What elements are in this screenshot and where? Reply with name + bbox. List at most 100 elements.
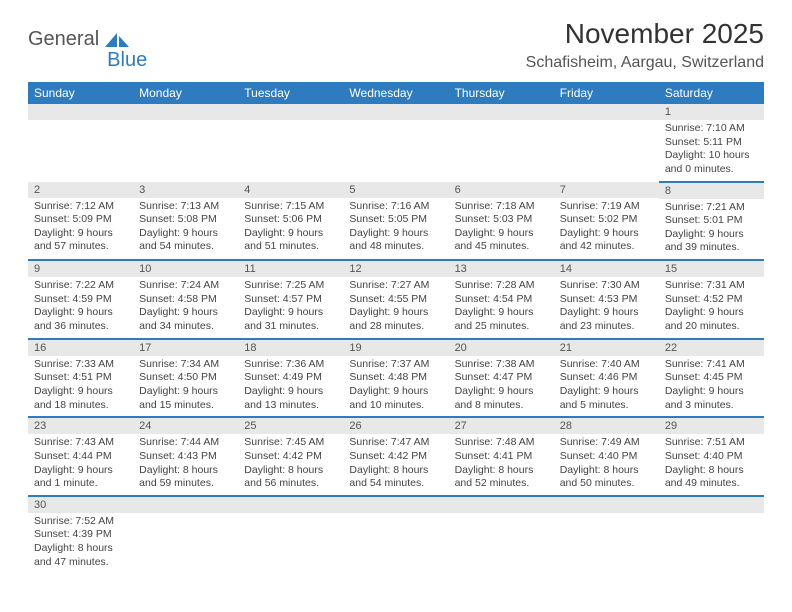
sunset-line: Sunset: 4:42 PM xyxy=(244,450,337,464)
day-detail: Sunrise: 7:45 AMSunset: 4:42 PMDaylight:… xyxy=(238,434,343,495)
day-number: 8 xyxy=(659,183,764,199)
calendar-day-cell: 1 Sunrise: 7:10 AMSunset: 5:11 PMDaylight… xyxy=(659,104,764,182)
day-number: 26 xyxy=(343,418,448,434)
month-title: November 2025 xyxy=(526,18,764,50)
calendar-day-cell: 2Sunrise: 7:12 AMSunset: 5:09 PMDaylight… xyxy=(28,182,133,261)
day-number: 18 xyxy=(238,340,343,356)
sunset-line: Sunset: 5:09 PM xyxy=(34,213,127,227)
sunset-line: Sunset: 5:08 PM xyxy=(139,213,232,227)
sunset-line: Sunset: 4:42 PM xyxy=(349,450,442,464)
sunset-line: Sunset: 4:43 PM xyxy=(139,450,232,464)
sunrise-line: Sunrise: 7:47 AM xyxy=(349,436,442,450)
daylight-line: Daylight: 9 hours and 57 minutes. xyxy=(34,227,127,254)
day-detail xyxy=(238,120,343,170)
day-detail: Sunrise: 7:37 AMSunset: 4:48 PMDaylight:… xyxy=(343,356,448,417)
day-number: 5 xyxy=(343,182,448,198)
sunset-line: Sunset: 4:50 PM xyxy=(139,371,232,385)
daylight-line: Daylight: 8 hours and 50 minutes. xyxy=(560,464,653,491)
day-detail: Sunrise: 7:31 AMSunset: 4:52 PMDaylight:… xyxy=(659,277,764,338)
daylight-line: Daylight: 9 hours and 48 minutes. xyxy=(349,227,442,254)
sunset-line: Sunset: 5:11 PM xyxy=(665,136,758,150)
daylight-line: Daylight: 9 hours and 34 minutes. xyxy=(139,306,232,333)
sunset-line: Sunset: 5:01 PM xyxy=(665,214,758,228)
calendar-day-cell: 28Sunrise: 7:49 AMSunset: 4:40 PMDayligh… xyxy=(554,417,659,496)
calendar-day-cell: 21Sunrise: 7:40 AMSunset: 4:46 PMDayligh… xyxy=(554,339,659,418)
day-detail: Sunrise: 7:18 AMSunset: 5:03 PMDaylight:… xyxy=(449,198,554,259)
day-number: 13 xyxy=(449,261,554,277)
day-detail: Sunrise: 7:33 AMSunset: 4:51 PMDaylight:… xyxy=(28,356,133,417)
calendar-day-cell: 27Sunrise: 7:48 AMSunset: 4:41 PMDayligh… xyxy=(449,417,554,496)
calendar-day-cell: 8Sunrise: 7:21 AMSunset: 5:01 PMDaylight… xyxy=(659,182,764,261)
day-number: 20 xyxy=(449,340,554,356)
calendar-empty-cell xyxy=(238,496,343,574)
day-detail: Sunrise: 7:12 AMSunset: 5:09 PMDaylight:… xyxy=(28,198,133,259)
day-number: 21 xyxy=(554,340,659,356)
daylight-line: Daylight: 9 hours and 25 minutes. xyxy=(455,306,548,333)
sunset-line: Sunset: 4:39 PM xyxy=(34,528,127,542)
calendar-day-cell: 20Sunrise: 7:38 AMSunset: 4:47 PMDayligh… xyxy=(449,339,554,418)
sunset-line: Sunset: 4:54 PM xyxy=(455,293,548,307)
calendar-week-row: 16Sunrise: 7:33 AMSunset: 4:51 PMDayligh… xyxy=(28,339,764,418)
logo: General Blue xyxy=(28,18,147,61)
calendar-week-row: 9Sunrise: 7:22 AMSunset: 4:59 PMDaylight… xyxy=(28,260,764,339)
sunrise-line: Sunrise: 7:37 AM xyxy=(349,358,442,372)
day-number: 1 xyxy=(659,104,764,120)
sunset-line: Sunset: 4:44 PM xyxy=(34,450,127,464)
daylight-line: Daylight: 9 hours and 31 minutes. xyxy=(244,306,337,333)
sunrise-line: Sunrise: 7:12 AM xyxy=(34,200,127,214)
calendar-day-cell: 19Sunrise: 7:37 AMSunset: 4:48 PMDayligh… xyxy=(343,339,448,418)
day-number: 2 xyxy=(28,182,133,198)
day-detail: Sunrise: 7:51 AMSunset: 4:40 PMDaylight:… xyxy=(659,434,764,495)
calendar-empty-cell xyxy=(238,104,343,182)
weekday-header: Wednesday xyxy=(343,82,448,104)
calendar-empty-cell xyxy=(133,104,238,182)
sunrise-line: Sunrise: 7:48 AM xyxy=(455,436,548,450)
daylight-line: Daylight: 9 hours and 13 minutes. xyxy=(244,385,337,412)
daylight-line: Daylight: 8 hours and 49 minutes. xyxy=(665,464,758,491)
logo-text-blue: Blue xyxy=(107,49,147,72)
daylight-line: Daylight: 10 hours and 0 minutes. xyxy=(665,149,758,176)
calendar-empty-cell xyxy=(343,104,448,182)
calendar-week-row: 2Sunrise: 7:12 AMSunset: 5:09 PMDaylight… xyxy=(28,182,764,261)
sunrise-line: Sunrise: 7:36 AM xyxy=(244,358,337,372)
day-number: 28 xyxy=(554,418,659,434)
sunrise-line: Sunrise: 7:10 AM xyxy=(665,122,758,136)
sunset-line: Sunset: 4:45 PM xyxy=(665,371,758,385)
calendar-empty-cell xyxy=(659,496,764,574)
day-number xyxy=(449,104,554,120)
sunrise-line: Sunrise: 7:28 AM xyxy=(455,279,548,293)
day-detail xyxy=(238,513,343,563)
daylight-line: Daylight: 9 hours and 28 minutes. xyxy=(349,306,442,333)
day-detail: Sunrise: 7:52 AMSunset: 4:39 PMDaylight:… xyxy=(28,513,133,574)
weekday-header: Monday xyxy=(133,82,238,104)
calendar-empty-cell xyxy=(449,104,554,182)
day-detail: Sunrise: 7:30 AMSunset: 4:53 PMDaylight:… xyxy=(554,277,659,338)
day-number: 10 xyxy=(133,261,238,277)
calendar-day-cell: 18Sunrise: 7:36 AMSunset: 4:49 PMDayligh… xyxy=(238,339,343,418)
sunrise-line: Sunrise: 7:22 AM xyxy=(34,279,127,293)
daylight-line: Daylight: 9 hours and 45 minutes. xyxy=(455,227,548,254)
sunset-line: Sunset: 4:59 PM xyxy=(34,293,127,307)
calendar-day-cell: 10Sunrise: 7:24 AMSunset: 4:58 PMDayligh… xyxy=(133,260,238,339)
day-detail: Sunrise: 7:22 AMSunset: 4:59 PMDaylight:… xyxy=(28,277,133,338)
day-number: 9 xyxy=(28,261,133,277)
day-detail: Sunrise: 7:28 AMSunset: 4:54 PMDaylight:… xyxy=(449,277,554,338)
calendar-empty-cell xyxy=(554,496,659,574)
sunset-line: Sunset: 4:40 PM xyxy=(665,450,758,464)
calendar-day-cell: 17Sunrise: 7:34 AMSunset: 4:50 PMDayligh… xyxy=(133,339,238,418)
sunrise-line: Sunrise: 7:25 AM xyxy=(244,279,337,293)
day-detail: Sunrise: 7:36 AMSunset: 4:49 PMDaylight:… xyxy=(238,356,343,417)
daylight-line: Daylight: 9 hours and 23 minutes. xyxy=(560,306,653,333)
calendar-week-row: 23Sunrise: 7:43 AMSunset: 4:44 PMDayligh… xyxy=(28,417,764,496)
sunrise-line: Sunrise: 7:18 AM xyxy=(455,200,548,214)
day-number: 15 xyxy=(659,261,764,277)
sunrise-line: Sunrise: 7:24 AM xyxy=(139,279,232,293)
calendar-week-row: 1 Sunrise: 7:10 AMSunset: 5:11 PMDaylight… xyxy=(28,104,764,182)
day-number: 4 xyxy=(238,182,343,198)
calendar-day-cell: 24Sunrise: 7:44 AMSunset: 4:43 PMDayligh… xyxy=(133,417,238,496)
calendar-day-cell: 26Sunrise: 7:47 AMSunset: 4:42 PMDayligh… xyxy=(343,417,448,496)
daylight-line: Daylight: 9 hours and 10 minutes. xyxy=(349,385,442,412)
calendar-body: 1Sunrise: 7:10 AMSunset: 5:11 PMDaylight… xyxy=(28,104,764,573)
daylight-line: Daylight: 8 hours and 59 minutes. xyxy=(139,464,232,491)
weekday-header-row: SundayMondayTuesdayWednesdayThursdayFrid… xyxy=(28,82,764,104)
